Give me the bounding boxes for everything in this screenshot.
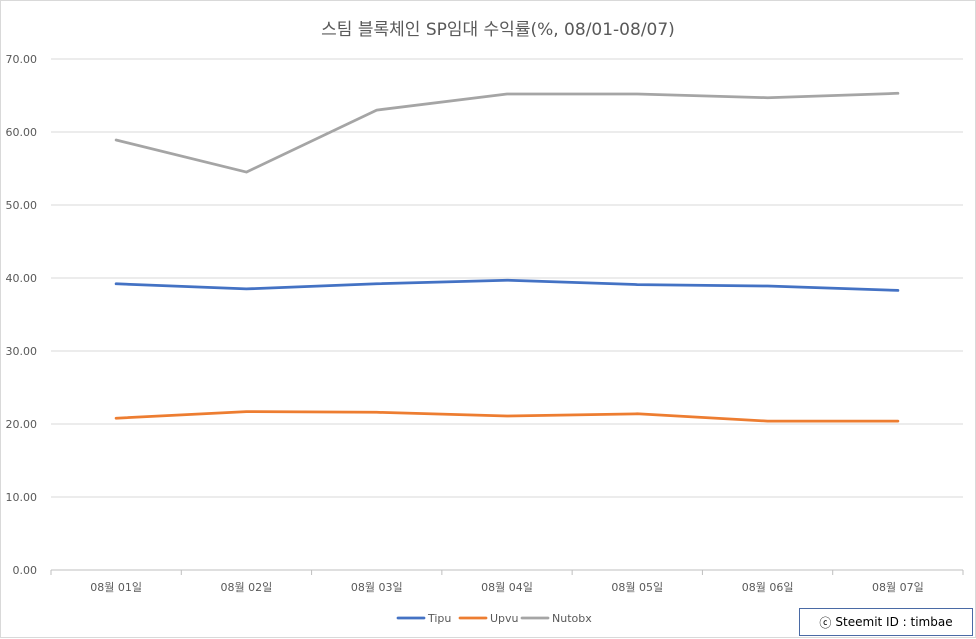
y-tick-label: 70.00 <box>6 53 38 66</box>
legend-label-upvu: Upvu <box>490 612 519 625</box>
copyright-icon: ⓒ <box>819 615 832 630</box>
y-tick-label: 20.00 <box>6 418 38 431</box>
series-line-tipu <box>114 278 900 292</box>
x-tick-label: 08월 03일 <box>351 580 403 594</box>
x-tick-label: 08월 04일 <box>481 580 533 594</box>
y-tick-label: 40.00 <box>6 272 38 285</box>
credit-badge: ⓒ Steemit ID : timbae <box>799 608 973 636</box>
y-tick-label: 50.00 <box>6 199 38 212</box>
gridlines <box>51 58 963 571</box>
x-tick-label: 08월 05일 <box>611 580 663 594</box>
y-tick-label: 60.00 <box>6 126 38 139</box>
axes: 0.00 10.00 20.00 30.00 40.00 50.00 60.00 70.00 0… <box>6 53 964 594</box>
x-tick-label: 08월 06일 <box>742 580 794 594</box>
legend-label-tipu: Tipu <box>427 612 451 625</box>
chart-title: 스팀 블록체인 SP임대 수익률(%, 08/01-08/07) <box>321 20 675 40</box>
x-tick-label: 08월 02일 <box>221 580 273 594</box>
legend-label-nutobx: Nutobx <box>552 612 592 625</box>
y-tick-label: 10.00 <box>6 491 38 504</box>
credit-text: Steemit ID : timbae <box>835 615 953 629</box>
x-tick-label: 08월 07일 <box>872 580 924 594</box>
x-tick-label: 08월 01일 <box>90 580 142 594</box>
legend: Tipu Upvu Nutobx <box>396 612 592 625</box>
y-tick-label: 0.00 <box>13 564 38 577</box>
series-lines <box>114 91 900 423</box>
y-tick-label: 30.00 <box>6 345 38 358</box>
series-line-upvu <box>114 410 900 423</box>
series-line-nutobx <box>114 91 900 174</box>
